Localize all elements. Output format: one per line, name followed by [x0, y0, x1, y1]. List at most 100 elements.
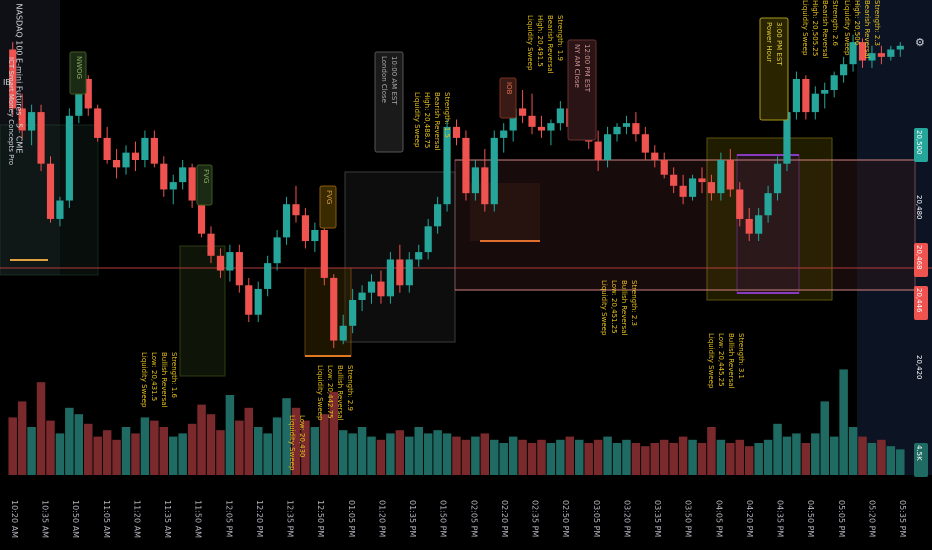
- liquidity-sweep-low-4-line: Strength: 2.3: [630, 280, 638, 326]
- candle-body: [131, 152, 140, 160]
- zones-layer: [0, 124, 932, 377]
- candle-body: [877, 53, 885, 57]
- volume-bar: [405, 436, 414, 475]
- volume-bar: [102, 430, 112, 475]
- liquidity-sweep-high-1-line: Liquidity Sweep: [413, 92, 421, 148]
- power-hour-tag-text: 3:00 PM EST: [775, 22, 783, 66]
- volume-bar: [131, 433, 140, 475]
- liquidity-sweep-low-1-line: Strength: 1.6: [170, 352, 178, 399]
- symbol-title[interactable]: NASDAQ 100 E-mini Futures · 5 · CME: [14, 3, 24, 154]
- candle-body: [226, 252, 234, 271]
- liquidity-sweep-low-5-line: Liquidity Sweep: [707, 333, 715, 389]
- candle-body: [651, 152, 659, 160]
- liquidity-sweep-low-5-line: Strength: 3.1: [737, 333, 745, 379]
- candle-body: [849, 42, 857, 65]
- nwog-tag: NWOG: [69, 51, 87, 95]
- volume-bar: [622, 439, 631, 475]
- time-axis-label: 04:50 PM: [806, 500, 815, 537]
- candle-body: [264, 263, 272, 289]
- iob-tag-box: [499, 77, 517, 119]
- time-axis-label: 02:20 PM: [500, 500, 509, 537]
- candle-body: [613, 126, 621, 135]
- volume-bar: [84, 423, 93, 475]
- london-close-tag-text: 10:00 AM EST: [390, 56, 398, 105]
- ny-am-close-tag-text: 12:00 PM EST: [583, 44, 591, 93]
- liquidity-sweep-low-2-line: Liquidity Sweep: [316, 365, 324, 421]
- volume-bar: [641, 446, 650, 475]
- liquidity-sweep-high-1-line: High: 20,488.75: [423, 92, 431, 148]
- candle-body: [339, 325, 347, 341]
- volume-bar: [782, 436, 792, 475]
- liquidity-sweep-high-1: Liquidity Sweep High: 20,488.75 Bearish Re…: [413, 92, 451, 151]
- liquidity-sweep-high-4-line: Strength: 2.3: [873, 0, 881, 46]
- candle-body: [367, 281, 376, 293]
- chart-header: NASDAQ 100 E-mini Futures · 5 · CME IB I…: [0, 0, 40, 180]
- candle-body: [528, 115, 536, 127]
- volume-bar: [112, 439, 121, 475]
- liquidity-sweep-high-3: Liquidity Sweep High: 20,505.25 Bearish Re…: [801, 0, 839, 59]
- price-axis-label: 20,420: [915, 355, 923, 380]
- time-axis-label: 01:20 PM: [377, 500, 386, 537]
- candle-body: [594, 141, 602, 160]
- volume-bar: [55, 433, 65, 475]
- candle-body: [349, 300, 357, 326]
- candle-body: [46, 163, 55, 219]
- nwog-tag-text: NWOG: [75, 56, 83, 79]
- liquidity-sweep-high-4-line: High: 20,506: [853, 0, 861, 46]
- liquidity-sweep-low-2: Liquidity Sweep Low: 20,442.75 Bullish Rev…: [316, 365, 354, 421]
- candle-body: [556, 108, 564, 124]
- ny-am-close-tag: NY AM Close 12:00 PM EST: [567, 39, 597, 141]
- candle-body: [764, 193, 772, 216]
- candle-body: [207, 233, 215, 256]
- volume-bar: [707, 427, 716, 475]
- candle-body: [688, 178, 697, 197]
- candle-body: [150, 137, 158, 164]
- candle-body: [726, 160, 734, 190]
- liquidity-sweep-low-2-line: Bullish Reversal: [336, 365, 344, 421]
- volume-bar: [508, 436, 518, 475]
- fvg-box: [304, 267, 352, 357]
- candle-body: [745, 218, 753, 234]
- liquidity-sweep-high-3-line: Bearish Reversal: [821, 0, 829, 59]
- time-axis-label: 11:35 AM: [163, 500, 172, 538]
- volume-bar: [537, 439, 546, 475]
- volume-bar: [414, 427, 423, 475]
- power-hour-tag-box: [759, 17, 789, 121]
- liquidity-sweep-low-5-line: Low: 20,445.25: [717, 333, 725, 387]
- liquidity-sweep-high-2-line: Liquidity Sweep: [526, 15, 534, 71]
- candle-body: [802, 78, 810, 113]
- candle-body: [434, 204, 442, 227]
- candle-body: [311, 230, 319, 242]
- liquidity-sweep-low-1-line: Liquidity Sweep: [140, 352, 148, 408]
- candle-body: [840, 64, 848, 76]
- volume-bar: [150, 420, 159, 475]
- indicator-smc-label[interactable]: ICT Smart Money Concepts Pro: [7, 57, 15, 166]
- iob-tag: IOB: [499, 77, 517, 119]
- candle-body: [707, 182, 716, 194]
- candle-body: [254, 288, 262, 315]
- volume-bar: [565, 436, 575, 475]
- candle-body: [330, 277, 338, 341]
- liquidity-sweep-high-3-line: Strength: 2.6: [831, 0, 839, 47]
- liquidity-sweep-low-5-line: Bullish Reversal: [727, 333, 735, 389]
- ny-am-close-tag-box: [567, 39, 597, 141]
- fvg-tag-1-text: FVG: [202, 169, 210, 183]
- volume-bar: [27, 427, 36, 475]
- liquidity-sweep-high-4-line: Liquidity Sweep: [843, 0, 851, 56]
- candle-body: [282, 204, 291, 238]
- volume-bar: [499, 443, 508, 475]
- volume-bar: [829, 436, 839, 475]
- liquidity-sweep-high-4-line: Bearish Reversal: [863, 0, 871, 59]
- volume-bar: [272, 417, 282, 475]
- indicator-ib-label[interactable]: IB: [3, 78, 11, 87]
- candle-body: [141, 137, 149, 160]
- candle-body: [830, 75, 838, 90]
- settings-icon[interactable]: ⚙: [915, 36, 925, 49]
- candlestick-series: [9, 34, 904, 348]
- volume-bar: [471, 436, 480, 475]
- volume-bar: [848, 427, 858, 475]
- candle-body: [679, 185, 687, 197]
- time-axis-label: 02:05 PM: [469, 500, 478, 537]
- candle-body: [18, 108, 26, 131]
